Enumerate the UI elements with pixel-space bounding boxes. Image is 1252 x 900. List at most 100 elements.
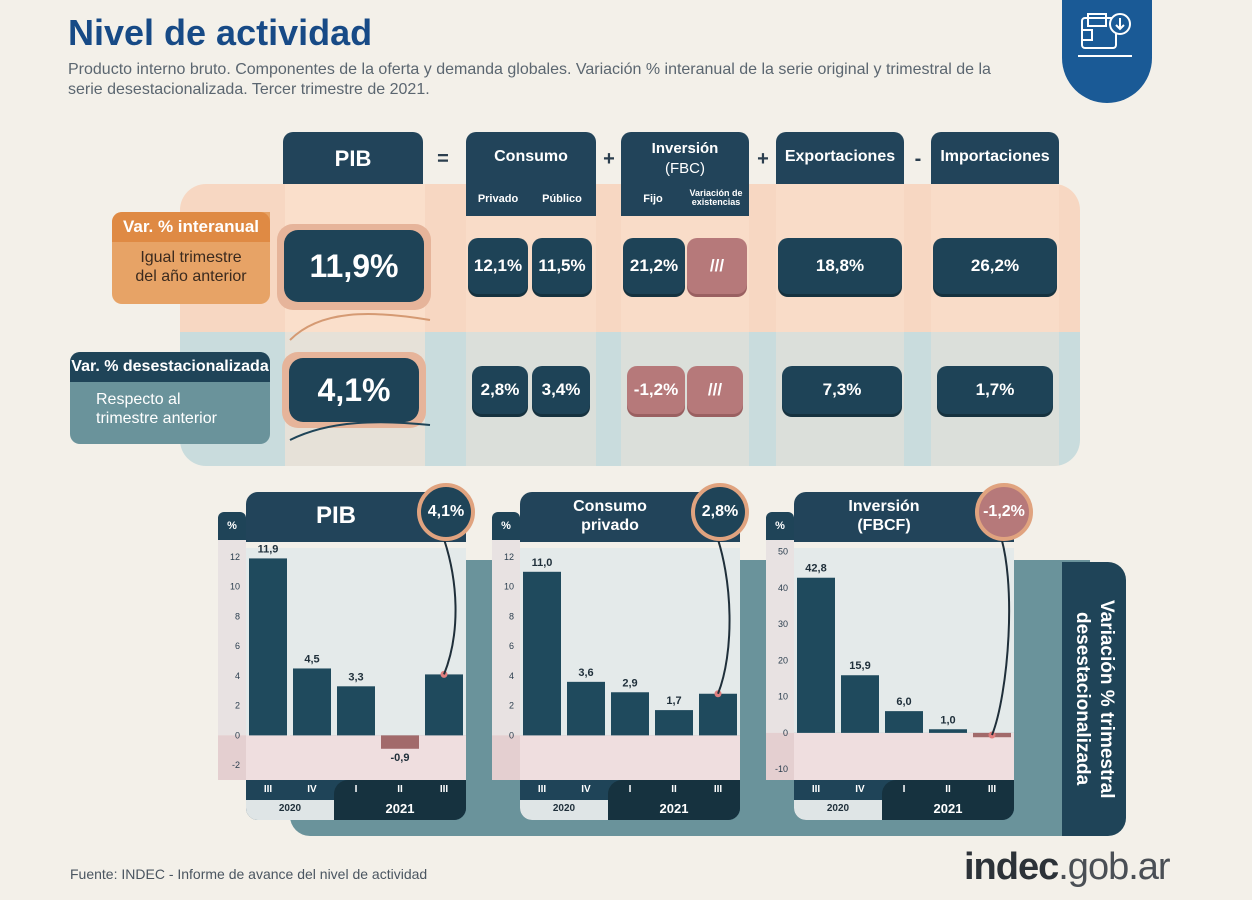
header-consumo-label: Consumo <box>494 148 568 165</box>
chart-2-xaxis: III IV I II III 2020 2021 <box>794 780 1014 820</box>
chart-1-value-label: 2,9 <box>622 677 637 689</box>
chart-0-xtick: II <box>397 784 403 795</box>
fijo-interanual: 21,2% <box>623 238 685 294</box>
chart-1-year-2021: 2021 <box>659 801 689 816</box>
chart-2-ytick: 50 <box>778 547 788 557</box>
var-exist-line2: existencias <box>691 197 741 207</box>
col-import-bg <box>931 184 1059 466</box>
chart-0-highlight-bubble: 4,1% <box>417 483 475 541</box>
col-consumo-bg <box>466 184 596 466</box>
existencias-interanual: /// <box>687 238 747 294</box>
label-desest-line2: trimestre anterior <box>96 410 217 427</box>
chart-0-bar <box>381 735 419 749</box>
side-label-line2: desestacionalizada <box>1072 612 1093 786</box>
chart-2-year-segment <box>882 780 1014 820</box>
exportaciones-desest: 7,3% <box>782 366 902 414</box>
brand-domain: .gob.ar <box>1058 846 1170 888</box>
chart-0-value-label: 3,3 <box>348 671 363 683</box>
chart-1-xtick: IV <box>581 784 591 795</box>
chart-2-unit-label: % <box>766 512 794 540</box>
brand-name: indec <box>964 846 1059 888</box>
chart-0-connector <box>443 540 457 675</box>
chart-1-value-label: 1,7 <box>666 695 681 707</box>
label-desest-line1: Respecto al <box>96 391 181 408</box>
chart-1-xtick: II <box>671 784 677 795</box>
chart-2-title-line2: (FBCF) <box>857 517 911 534</box>
op-minus: - <box>914 148 922 170</box>
pib-interanual-value: 11,9% <box>284 230 424 302</box>
chart-0-xtick: III <box>439 784 449 795</box>
chart-2-svg: 50 40 30 20 10 0 -10 42,8 15,9 6,0 1,0 <box>766 540 1014 780</box>
chart-0-year-2020-bg <box>246 800 334 820</box>
chart-0-bar <box>425 674 463 736</box>
side-label-line1: Variación % trimestral <box>1096 599 1117 799</box>
chart-2-ytick: 20 <box>778 655 788 665</box>
chart-0-year-2020: 2020 <box>278 803 302 814</box>
chart-1-bar <box>523 571 561 736</box>
chart-2-xtick: IV <box>855 784 865 795</box>
chart-2-year-2021: 2021 <box>933 801 963 816</box>
brand-logo: indec.gob.ar <box>964 846 1171 889</box>
chart-0-value-label: 11,9 <box>258 543 279 555</box>
publico-desest: 3,4% <box>532 366 590 414</box>
label-desestacionalizada: Var. % desestacionalizada Respecto al tr… <box>70 352 270 444</box>
op-plus-2: + <box>757 148 769 170</box>
chart-1-ytick: 12 <box>504 552 514 562</box>
importaciones-desest: 1,7% <box>937 366 1053 414</box>
chart-2-xtick: III <box>811 784 821 795</box>
chart-0-value-label: 4,5 <box>304 653 319 665</box>
decorative-swoosh <box>289 313 431 441</box>
header-inversion-label: Inversión <box>651 140 719 157</box>
pib-desest-value: 4,1% <box>289 358 419 422</box>
chart-2-ytick: -10 <box>775 764 788 774</box>
chart-0-year-segment <box>334 780 466 820</box>
chart-1-year-2020: 2020 <box>552 803 576 814</box>
chart-2-neg-axis <box>766 732 794 780</box>
label-desest-desc: Respecto al trimestre anterior <box>96 390 217 428</box>
chart-2-bar <box>797 577 835 733</box>
chart-1-title-line2: privado <box>581 517 639 534</box>
header-privado-label: Privado <box>477 193 519 205</box>
header-consumo: Consumo Privado Público <box>466 132 596 216</box>
fijo-desest: -1,2% <box>627 366 685 414</box>
chart-2-connector <box>991 540 1011 736</box>
existencias-desest: /// <box>687 366 743 414</box>
chart-1-value-label: 3,6 <box>578 667 593 679</box>
chart-2-highlight-bubble: -1,2% <box>975 483 1033 541</box>
header-importaciones-label: Importaciones <box>940 148 1050 165</box>
chart-2-title-line1: Inversión <box>848 498 920 515</box>
chart-2-bar <box>885 711 923 733</box>
chart-0-ytick: 8 <box>235 611 240 621</box>
chart-0-bar <box>249 558 287 736</box>
chart-2-value-label: 15,9 <box>849 660 870 672</box>
chart-2-value-label: 1,0 <box>940 714 955 726</box>
page-title: Nivel de actividad <box>68 12 373 53</box>
chart-2-ytick: 0 <box>783 728 788 738</box>
label-interanual-tag: Var. % interanual <box>112 212 270 242</box>
header-publico-label: Público <box>542 193 582 205</box>
chart-2-xtick: III <box>987 784 997 795</box>
chart-2-xtick: II <box>945 784 951 795</box>
label-interanual-line2: del año anterior <box>135 268 247 285</box>
chart-2-ytick: 10 <box>778 692 788 702</box>
chart-1-neg-bg <box>520 735 740 780</box>
col-inversion-bg <box>621 184 749 466</box>
privado-desest: 2,8% <box>472 366 528 414</box>
chart-2-value-label: 42,8 <box>805 563 826 575</box>
chart-0-bar <box>337 686 375 736</box>
op-plus-1: + <box>603 148 615 170</box>
chart-1-neg-axis <box>492 735 520 780</box>
exportaciones-interanual: 18,8% <box>778 238 902 294</box>
chart-1-xaxis: III IV I II III 2020 2021 <box>520 780 740 820</box>
side-label: Variación % trimestral desestacionalizad… <box>1062 562 1126 836</box>
chart-2-bar <box>841 675 879 733</box>
chart-1-bar <box>655 710 693 736</box>
header-pib: PIB <box>283 132 423 184</box>
chart-0-ytick: 0 <box>235 730 240 740</box>
publico-interanual: 11,5% <box>532 238 592 294</box>
header-importaciones: Importaciones <box>931 132 1059 184</box>
chart-1-svg: 12 10 8 6 4 2 0 11,0 3,6 2,9 1,7 <box>492 540 740 780</box>
label-desest-tag: Var. % desestacionalizada <box>70 352 270 382</box>
chart-2-value-label: 6,0 <box>896 696 911 708</box>
chart-0-bar <box>293 668 331 736</box>
